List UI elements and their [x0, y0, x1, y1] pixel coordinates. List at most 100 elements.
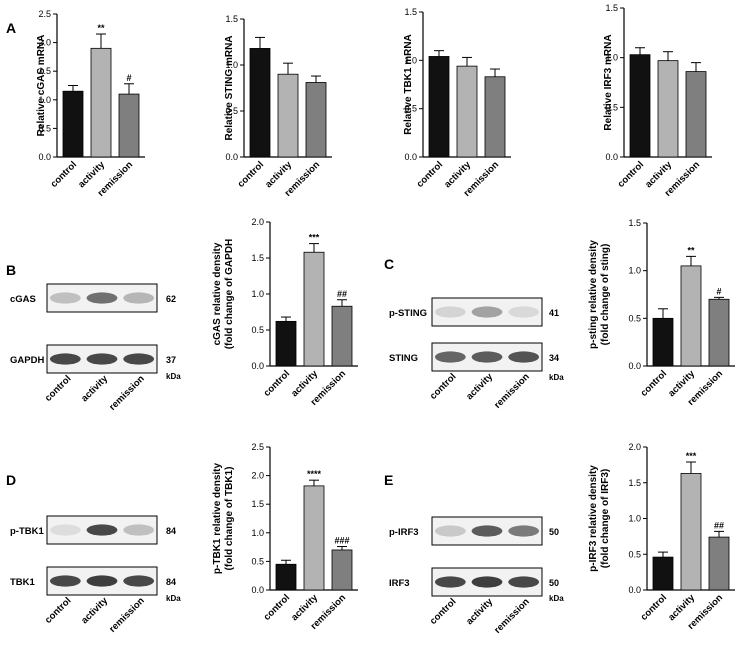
blot-lane-label-remission: remission [107, 595, 147, 635]
bar-remission [708, 298, 730, 367]
blot-band [49, 575, 81, 587]
blot-band [123, 353, 155, 365]
blot-band [508, 576, 540, 588]
y-tick-label: 2.0 [38, 38, 51, 48]
y-tick-label: 1.0 [628, 514, 641, 524]
molecular-weight: 34 [549, 353, 559, 363]
blot-lane-label-remission: remission [492, 596, 532, 636]
y-tick-label: 0.5 [628, 549, 641, 559]
y-tick-label: 1.5 [38, 66, 51, 76]
kda-label: kDa [549, 373, 564, 382]
category-label-control: control [639, 368, 670, 399]
significance-label: ** [687, 245, 695, 255]
panel-label-c: C [384, 256, 394, 272]
blot-lane-label-control: control [43, 373, 74, 404]
bar-remission [708, 536, 730, 591]
molecular-weight: 50 [549, 578, 559, 588]
y-tick-label: 1.0 [251, 528, 264, 538]
bar-remission [484, 76, 506, 158]
category-label-control: control [262, 368, 293, 399]
y-tick-label: 2.5 [38, 9, 51, 19]
y-tick-label: 2.0 [251, 471, 264, 481]
blot-lane-label-control: control [428, 596, 459, 627]
chart-pirf3-density: 0.0 0.5 1.0 1.5 2.0 p-IRF3 relative density(f… [588, 442, 735, 632]
bar-activity [90, 47, 112, 158]
molecular-weight: 84 [166, 577, 176, 587]
blot-band [49, 353, 81, 365]
y-tick-label: 2.0 [628, 442, 641, 452]
blot-row-label: p-TBK1 [10, 526, 44, 537]
blot-band [86, 575, 118, 587]
panel-label-d: D [6, 472, 16, 488]
blot-strip [431, 297, 543, 327]
bar-control [652, 556, 674, 591]
bar-remission [331, 305, 353, 367]
blot-row-label: STING [389, 353, 418, 364]
blot-band [434, 306, 466, 318]
blot-band [86, 292, 118, 304]
y-axis-label: Relative TBK1 mRNA [403, 34, 414, 135]
y-tick-label: 0.5 [251, 325, 264, 335]
blot-band [49, 292, 81, 304]
bar-activity [303, 485, 325, 591]
y-tick-label: 1.5 [628, 478, 641, 488]
significance-label: ## [714, 520, 724, 530]
blot-lane-label-remission: remission [107, 373, 147, 413]
blot-d: p-TBK1 84 TBK1 84 kDa control activityremissio… [10, 515, 181, 635]
molecular-weight: 62 [166, 294, 176, 304]
kda-label: kDa [549, 594, 564, 603]
bar-control [62, 90, 84, 158]
blot-band [86, 353, 118, 365]
y-tick-label: 1.0 [404, 55, 417, 65]
category-label-control: control [262, 592, 293, 623]
bar-activity [277, 73, 299, 158]
y-tick-label: 0.0 [38, 152, 51, 162]
blot-band [508, 525, 540, 537]
blot-row-label: p-STING [389, 308, 427, 319]
bar-remission [305, 82, 327, 158]
blot-lane-label-remission: remission [492, 371, 532, 411]
significance-label: # [126, 73, 131, 83]
panel-label-e: E [384, 472, 393, 488]
blot-row-label: GAPDH [10, 355, 44, 366]
category-label-control: control [415, 159, 446, 190]
bar-activity [303, 251, 325, 367]
y-tick-label: 0.0 [404, 152, 417, 162]
blot-band [471, 576, 503, 588]
blot-band [434, 351, 466, 363]
significance-label: ## [337, 289, 347, 299]
y-tick-label: 1.5 [251, 499, 264, 509]
y-tick-label: 0.5 [251, 556, 264, 566]
y-tick-label: 0.5 [605, 102, 618, 112]
y-tick-label: 1.0 [38, 95, 51, 105]
y-axis-label: Relative IRF3 mRNA [603, 34, 614, 130]
y-tick-label: 1.0 [628, 266, 641, 276]
y-tick-label: 1.0 [251, 289, 264, 299]
blot-lane-label-control: control [428, 371, 459, 402]
y-tick-label: 1.5 [628, 218, 641, 228]
blot-lane-label-activity: activity [464, 596, 495, 627]
chart-psting-density: 0.0 0.5 1.0 1.5 p-sting relative density(fol… [588, 218, 735, 408]
y-tick-label: 1.5 [225, 14, 238, 24]
y-tick-label: 0.0 [225, 152, 238, 162]
panel-label-a: A [6, 20, 16, 36]
blot-band [123, 292, 155, 304]
chart-cgas-mrna: 0.0 0.5 1.0 1.5 2.0 2.5 Relative cGAS mRNA cont… [36, 9, 145, 199]
significance-label: *** [686, 451, 697, 461]
blot-band [86, 524, 118, 536]
significance-label: *** [309, 233, 320, 243]
bar-activity [456, 65, 478, 158]
blot-row-label: cGAS [10, 294, 36, 305]
significance-label: **** [307, 469, 322, 479]
category-label-control: control [236, 159, 267, 190]
bar-control [275, 320, 297, 367]
molecular-weight: 50 [549, 527, 559, 537]
significance-label: ### [334, 536, 349, 546]
kda-label: kDa [166, 372, 181, 381]
blot-band [471, 351, 503, 363]
y-axis-label: p-sting relative density(fold change of … [588, 240, 611, 349]
